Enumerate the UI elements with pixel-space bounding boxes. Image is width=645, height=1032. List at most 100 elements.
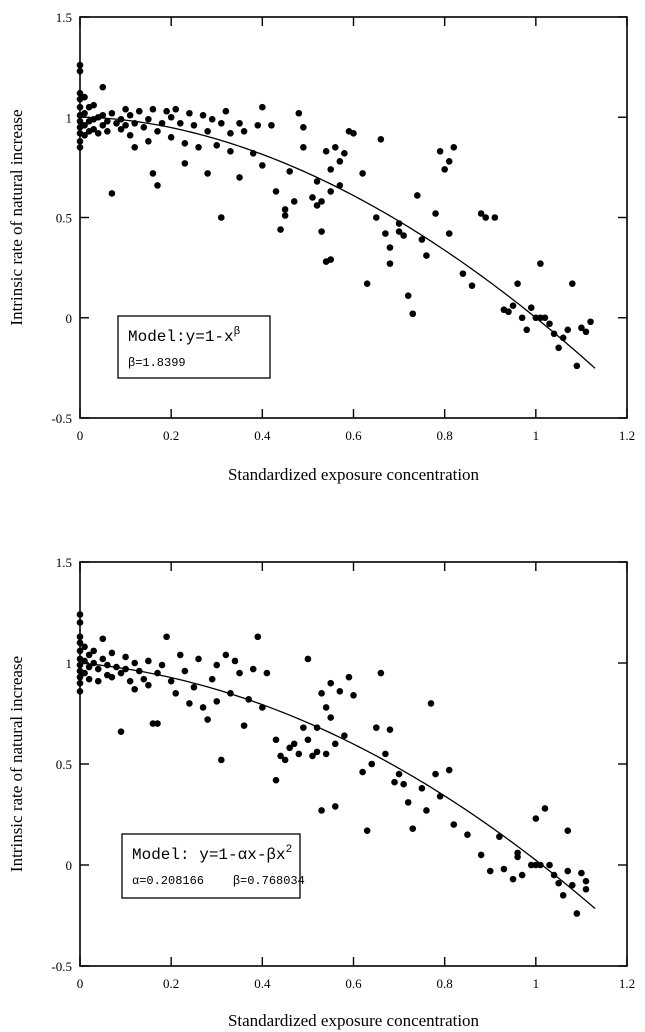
data-point [81, 643, 88, 651]
data-point [468, 282, 476, 289]
data-point [482, 214, 489, 221]
data-point [341, 732, 348, 740]
data-point [94, 665, 102, 673]
data-point [445, 158, 453, 165]
data-point [527, 861, 535, 869]
model-box [117, 315, 271, 379]
data-point [254, 121, 262, 129]
data-point [546, 861, 553, 869]
data-point [281, 206, 289, 213]
data-point [122, 105, 129, 113]
data-point [459, 270, 467, 277]
data-point [304, 655, 312, 663]
data-point [154, 182, 161, 189]
data-point [359, 170, 366, 177]
y-tick-label: 0 [66, 311, 73, 326]
data-point [222, 651, 230, 659]
data-point [441, 166, 448, 173]
data-point [423, 252, 430, 259]
data-point [76, 138, 84, 145]
data-point [218, 756, 225, 764]
chart-bottom: 0 0.2 0.4 0.6 0.8 1 1.2 -0.5 0 0.5 1 1.5 Standardize… [0, 532, 645, 1032]
data-point [227, 148, 234, 155]
model-equation-text: Model:y=1-x [128, 328, 234, 346]
data-point [555, 879, 562, 887]
data-point [300, 144, 307, 151]
data-point [104, 117, 111, 125]
data-point [76, 673, 84, 681]
data-point [363, 827, 371, 834]
data-point [331, 803, 339, 810]
data-point [76, 679, 84, 687]
data-point [582, 885, 590, 893]
data-point [582, 877, 590, 885]
data-point [259, 162, 266, 169]
y-tick-label: -0.5 [51, 411, 72, 426]
data-point [208, 115, 216, 123]
data-point [172, 105, 180, 113]
data-point [505, 308, 512, 316]
model-superscript: β [234, 326, 241, 338]
data-point [122, 653, 129, 661]
data-point [486, 867, 494, 875]
data-point [318, 690, 325, 697]
data-point [322, 704, 330, 711]
data-point [176, 651, 184, 659]
data-point [500, 865, 508, 873]
x-tick-label: 0 [77, 428, 84, 443]
data-point [377, 669, 385, 677]
data-point [418, 784, 426, 792]
data-point [236, 174, 243, 181]
data-point [126, 131, 134, 139]
chart-top: 0 0.2 0.4 0.6 0.8 1 1.2 -0.5 0 0.5 1 1.5 Standardize… [0, 0, 645, 500]
data-point [395, 228, 403, 235]
data-point [377, 136, 385, 143]
x-tick-label: 0.8 [437, 428, 453, 443]
data-point [131, 659, 138, 667]
x-tick-label: 1 [533, 428, 540, 443]
model-equation: Model: y=1-αx-βx2 [132, 844, 292, 864]
data-point [414, 192, 421, 199]
data-point [564, 867, 572, 875]
data-point [117, 728, 125, 735]
y-axis-title: Intrinsic rate of natural increase [7, 656, 26, 872]
data-point [404, 799, 412, 806]
data-point [76, 633, 84, 641]
data-point [295, 109, 303, 117]
data-point [582, 328, 590, 336]
y-tick-label: 0 [66, 858, 73, 873]
data-point [559, 892, 567, 899]
data-point [213, 698, 221, 705]
y-tick-label: 0.5 [56, 757, 72, 772]
y-tick-label: 1 [66, 656, 73, 671]
data-point [509, 875, 517, 883]
data-point [154, 720, 161, 727]
fit-curve [79, 116, 596, 369]
data-point [76, 103, 84, 111]
data-point [227, 129, 234, 137]
data-point [204, 127, 211, 135]
data-point [108, 190, 116, 197]
data-point [541, 314, 549, 322]
data-point [190, 683, 198, 691]
data-point [327, 256, 335, 263]
data-point [587, 318, 594, 326]
data-point [327, 714, 335, 721]
data-point [318, 807, 325, 814]
data-point [477, 851, 485, 859]
data-point [313, 748, 321, 756]
x-tick-label: 0.4 [254, 428, 271, 443]
data-point [85, 663, 93, 671]
data-point [386, 726, 394, 733]
data-point [240, 722, 248, 729]
data-point [81, 109, 88, 117]
data-point [309, 752, 316, 760]
data-point [327, 188, 335, 195]
data-point [514, 849, 521, 857]
data-point [272, 776, 280, 784]
data-point [423, 807, 430, 814]
x-tick-label: 0.8 [437, 976, 453, 991]
data-point [277, 226, 284, 233]
x-tick-label: 1.2 [619, 976, 635, 991]
data-point [145, 138, 152, 145]
